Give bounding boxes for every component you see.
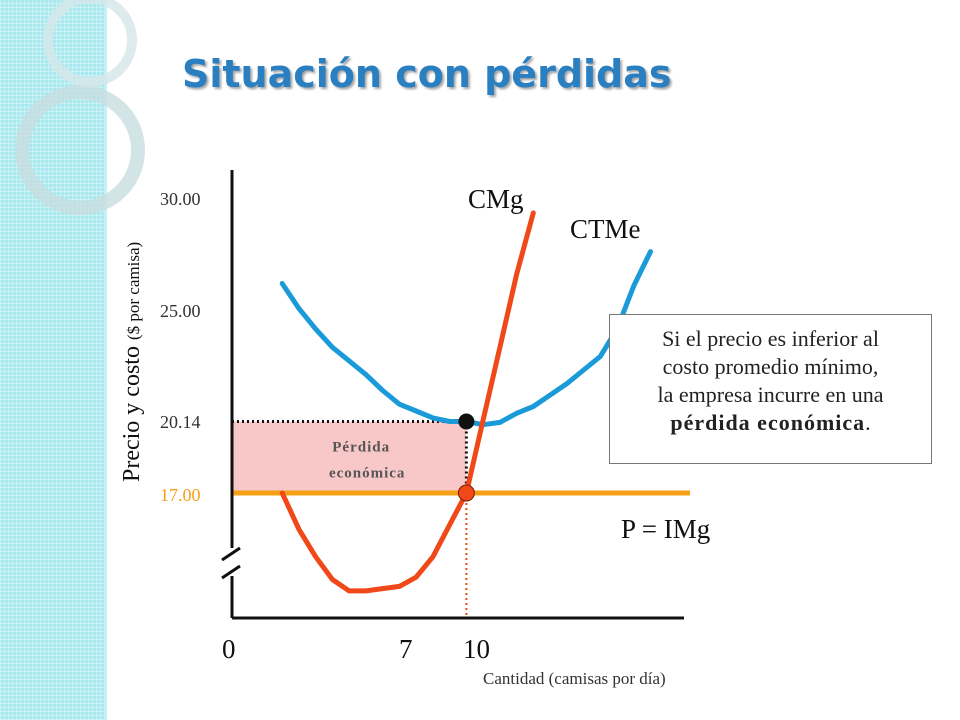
- left-decorative-stripe: [0, 0, 107, 720]
- y-tick-20-14: 20.14: [160, 412, 201, 432]
- y-tick-17: 17.00: [160, 485, 201, 505]
- y-axis-label: Precio y costo ($ por camisa): [119, 242, 145, 482]
- loss-area-label: Pérdida económica: [329, 440, 405, 482]
- note-line-4: pérdida económica.: [610, 409, 931, 437]
- explanation-box: Si el precio es inferior al costo promed…: [609, 314, 932, 464]
- x-tick-7: 7: [399, 634, 413, 664]
- cmg-curve: [279, 210, 536, 594]
- loss-area: [232, 421, 467, 493]
- ring-small: [43, 0, 137, 87]
- y-axis-label-unit: ($ por camisa): [124, 242, 143, 340]
- x-axis-label: Cantidad (camisas por día): [483, 669, 666, 688]
- decorative-rings: [15, 0, 145, 215]
- x-tick-10: 10: [463, 634, 490, 664]
- note-period: .: [865, 410, 871, 435]
- equilibrium-point: [457, 484, 475, 502]
- loss-label-line1: Pérdida: [332, 440, 390, 456]
- axis-break: [221, 546, 242, 580]
- price-label: P = IMg: [621, 514, 710, 544]
- x-tick-0: 0: [222, 634, 236, 664]
- y-axis-label-main: Precio y costo: [119, 346, 145, 482]
- note-line-2: costo promedio mínimo,: [662, 354, 879, 379]
- loss-label-line2: económica: [329, 466, 405, 482]
- stripe-edge: [104, 0, 107, 720]
- page-title: Situación con pérdidas: [182, 52, 672, 96]
- ctme-minimum-point: [458, 413, 475, 430]
- note-bold-term: pérdida económica: [670, 410, 866, 435]
- ctme-label: CTMe: [570, 214, 641, 244]
- note-line-1: Si el precio es inferior al: [662, 326, 879, 351]
- y-tick-30: 30.00: [160, 189, 201, 209]
- ring-large: [15, 85, 145, 215]
- note-line-3: la empresa incurre en una: [657, 382, 884, 407]
- cmg-label: CMg: [468, 184, 524, 214]
- y-tick-25: 25.00: [160, 301, 201, 321]
- ctme-curve: [279, 249, 653, 428]
